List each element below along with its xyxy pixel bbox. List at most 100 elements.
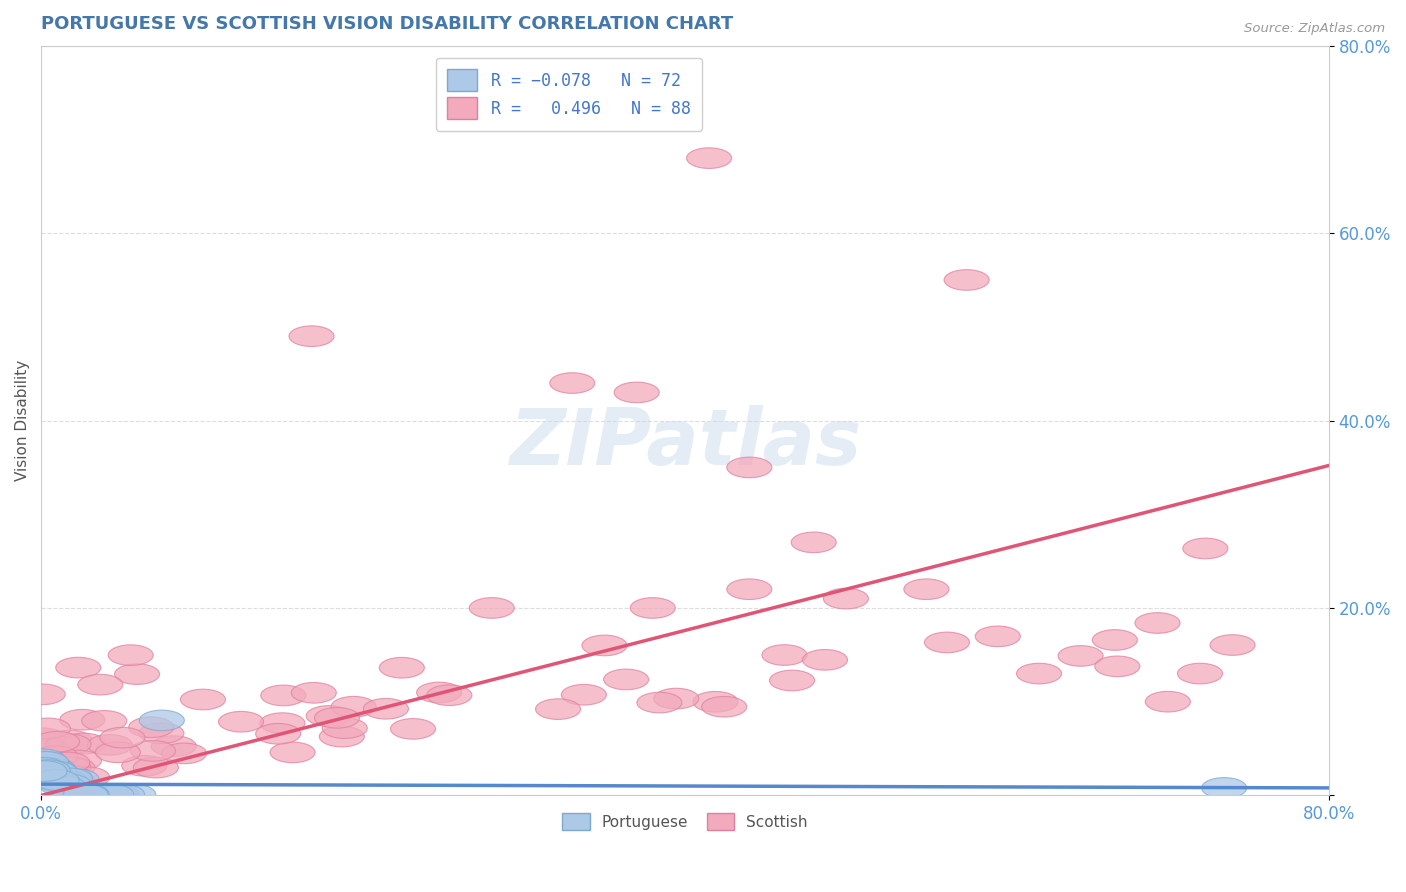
- Ellipse shape: [34, 772, 79, 792]
- Ellipse shape: [270, 742, 315, 763]
- Ellipse shape: [470, 598, 515, 618]
- Ellipse shape: [34, 770, 79, 790]
- Ellipse shape: [824, 589, 869, 609]
- Ellipse shape: [260, 685, 307, 706]
- Ellipse shape: [87, 735, 132, 756]
- Ellipse shape: [20, 749, 65, 770]
- Ellipse shape: [45, 752, 90, 772]
- Ellipse shape: [416, 682, 461, 703]
- Ellipse shape: [82, 711, 127, 731]
- Ellipse shape: [260, 713, 305, 733]
- Ellipse shape: [319, 726, 364, 747]
- Ellipse shape: [42, 770, 89, 791]
- Ellipse shape: [34, 764, 79, 786]
- Ellipse shape: [32, 768, 77, 789]
- Ellipse shape: [46, 734, 91, 755]
- Ellipse shape: [25, 763, 70, 783]
- Ellipse shape: [91, 784, 136, 805]
- Ellipse shape: [22, 759, 67, 780]
- Ellipse shape: [32, 768, 77, 789]
- Ellipse shape: [727, 457, 772, 478]
- Ellipse shape: [62, 784, 108, 805]
- Ellipse shape: [31, 759, 76, 780]
- Ellipse shape: [218, 712, 263, 732]
- Ellipse shape: [27, 764, 72, 785]
- Ellipse shape: [37, 772, 82, 792]
- Ellipse shape: [108, 645, 153, 665]
- Ellipse shape: [162, 743, 207, 764]
- Ellipse shape: [762, 645, 807, 665]
- Ellipse shape: [62, 733, 107, 754]
- Ellipse shape: [330, 697, 377, 717]
- Ellipse shape: [24, 752, 69, 772]
- Ellipse shape: [139, 710, 184, 731]
- Ellipse shape: [46, 765, 91, 786]
- Ellipse shape: [654, 689, 699, 709]
- Ellipse shape: [20, 757, 65, 778]
- Ellipse shape: [134, 757, 179, 778]
- Ellipse shape: [1182, 538, 1227, 558]
- Ellipse shape: [35, 767, 80, 788]
- Ellipse shape: [56, 657, 101, 678]
- Ellipse shape: [35, 764, 80, 784]
- Ellipse shape: [35, 731, 80, 752]
- Text: PORTUGUESE VS SCOTTISH VISION DISABILITY CORRELATION CHART: PORTUGUESE VS SCOTTISH VISION DISABILITY…: [41, 15, 734, 33]
- Ellipse shape: [53, 769, 98, 789]
- Ellipse shape: [129, 717, 174, 738]
- Ellipse shape: [32, 770, 77, 790]
- Ellipse shape: [48, 779, 93, 799]
- Ellipse shape: [28, 766, 73, 787]
- Ellipse shape: [45, 756, 91, 777]
- Ellipse shape: [803, 649, 848, 670]
- Ellipse shape: [20, 728, 65, 748]
- Ellipse shape: [363, 698, 409, 719]
- Ellipse shape: [637, 692, 682, 713]
- Ellipse shape: [427, 685, 472, 706]
- Ellipse shape: [582, 635, 627, 656]
- Ellipse shape: [37, 769, 82, 789]
- Ellipse shape: [290, 326, 335, 346]
- Ellipse shape: [21, 763, 66, 783]
- Ellipse shape: [48, 731, 93, 751]
- Ellipse shape: [1177, 664, 1223, 684]
- Ellipse shape: [686, 148, 731, 169]
- Ellipse shape: [693, 691, 738, 712]
- Ellipse shape: [34, 768, 79, 789]
- Ellipse shape: [256, 723, 301, 744]
- Ellipse shape: [603, 669, 648, 690]
- Ellipse shape: [52, 775, 97, 796]
- Ellipse shape: [322, 718, 367, 739]
- Ellipse shape: [943, 269, 990, 290]
- Ellipse shape: [28, 760, 73, 780]
- Ellipse shape: [536, 698, 581, 720]
- Ellipse shape: [122, 756, 167, 776]
- Ellipse shape: [21, 757, 66, 778]
- Ellipse shape: [39, 772, 84, 794]
- Ellipse shape: [34, 765, 79, 787]
- Ellipse shape: [792, 532, 837, 553]
- Ellipse shape: [100, 727, 145, 748]
- Ellipse shape: [65, 767, 110, 788]
- Ellipse shape: [41, 776, 86, 797]
- Ellipse shape: [291, 682, 336, 703]
- Ellipse shape: [96, 742, 141, 763]
- Ellipse shape: [41, 772, 86, 792]
- Ellipse shape: [1017, 664, 1062, 684]
- Ellipse shape: [76, 784, 121, 805]
- Ellipse shape: [30, 765, 75, 786]
- Ellipse shape: [550, 373, 595, 393]
- Ellipse shape: [76, 784, 122, 805]
- Ellipse shape: [1202, 778, 1247, 798]
- Ellipse shape: [48, 768, 93, 789]
- Ellipse shape: [727, 579, 772, 599]
- Ellipse shape: [152, 736, 197, 756]
- Ellipse shape: [380, 657, 425, 678]
- Ellipse shape: [25, 718, 70, 739]
- Ellipse shape: [28, 761, 73, 781]
- Ellipse shape: [25, 760, 70, 780]
- Ellipse shape: [60, 709, 105, 730]
- Ellipse shape: [22, 761, 67, 781]
- Ellipse shape: [51, 780, 96, 801]
- Ellipse shape: [20, 684, 65, 705]
- Ellipse shape: [77, 674, 122, 695]
